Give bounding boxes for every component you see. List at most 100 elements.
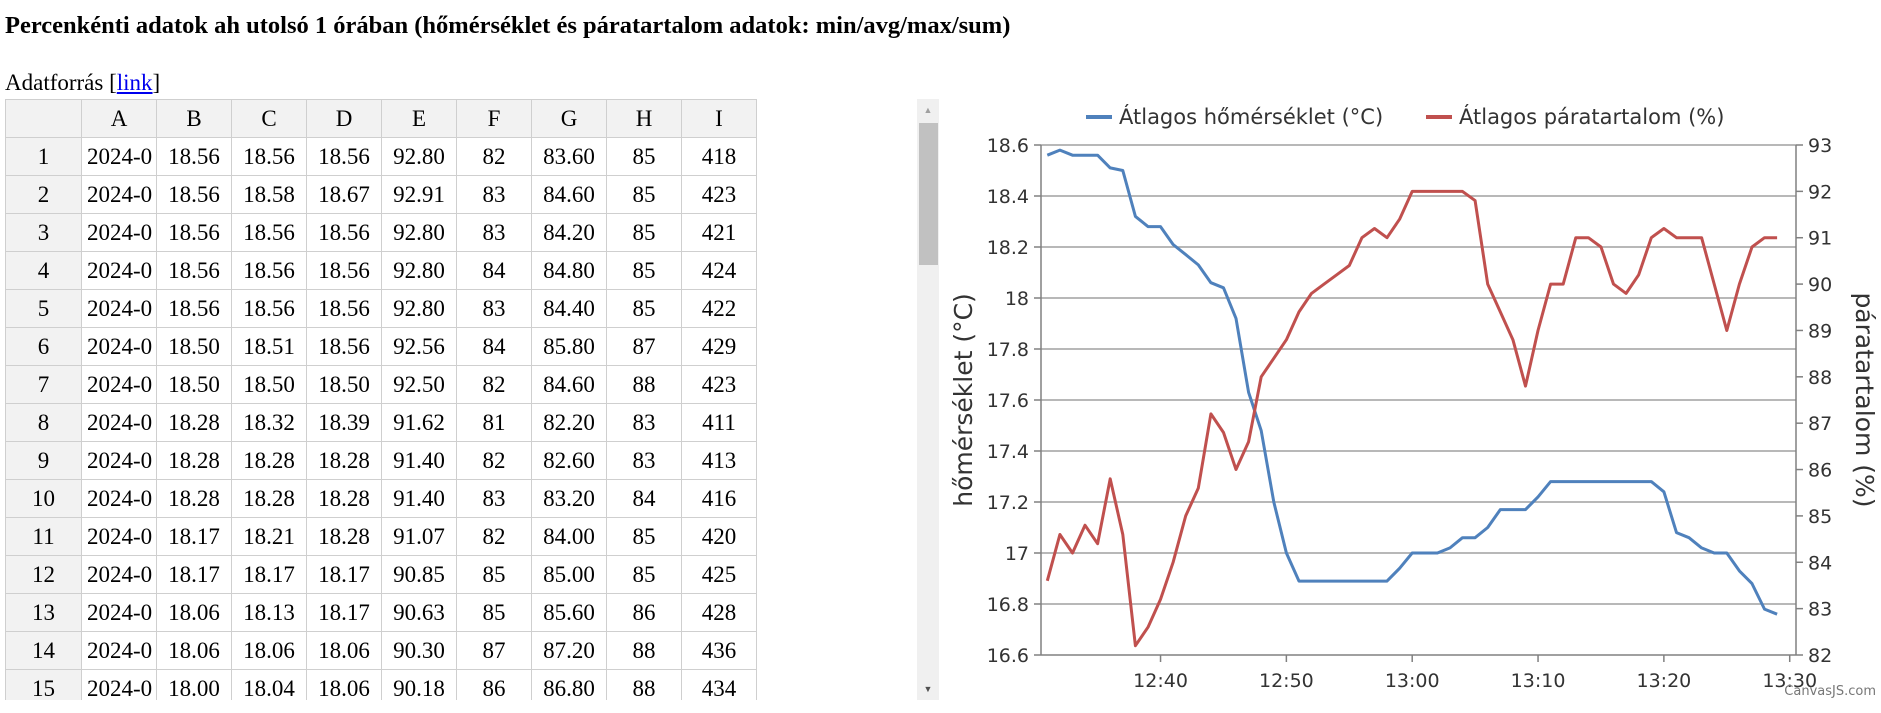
- table-cell[interactable]: 84.60: [531, 365, 607, 404]
- table-cell[interactable]: 18.56: [306, 289, 382, 328]
- column-header-e[interactable]: E: [381, 99, 457, 138]
- table-cell[interactable]: 83: [456, 289, 532, 328]
- table-scrollbar[interactable]: ▲ ▼: [917, 99, 939, 700]
- table-cell[interactable]: 18.50: [156, 365, 232, 404]
- table-cell[interactable]: 84.20: [531, 213, 607, 252]
- table-cell[interactable]: 92.80: [381, 289, 457, 328]
- table-cell[interactable]: 91.07: [381, 517, 457, 556]
- row-header-cell[interactable]: 8: [5, 403, 82, 442]
- table-cell[interactable]: 2024-0: [81, 327, 157, 366]
- table-cell[interactable]: 85: [606, 517, 682, 556]
- table-cell[interactable]: 416: [681, 479, 757, 518]
- table-cell[interactable]: 18.17: [156, 555, 232, 594]
- table-cell[interactable]: 18.56: [306, 137, 382, 176]
- table-cell[interactable]: 18.56: [156, 213, 232, 252]
- table-cell[interactable]: 18.28: [306, 517, 382, 556]
- table-cell[interactable]: 2024-0: [81, 441, 157, 480]
- table-cell[interactable]: 82: [456, 365, 532, 404]
- table-cell[interactable]: 434: [681, 669, 757, 700]
- table-cell[interactable]: 18.28: [306, 441, 382, 480]
- table-cell[interactable]: 83: [606, 403, 682, 442]
- scroll-thumb[interactable]: [919, 123, 938, 265]
- table-cell[interactable]: 18.56: [156, 289, 232, 328]
- table-cell[interactable]: 84.60: [531, 175, 607, 214]
- table-cell[interactable]: 18.17: [231, 555, 307, 594]
- table-cell[interactable]: 85.00: [531, 555, 607, 594]
- table-cell[interactable]: 18.00: [156, 669, 232, 700]
- column-header-f[interactable]: F: [456, 99, 532, 138]
- table-cell[interactable]: 90.18: [381, 669, 457, 700]
- table-cell[interactable]: 18.06: [231, 631, 307, 670]
- table-cell[interactable]: 87: [606, 327, 682, 366]
- table-cell[interactable]: 413: [681, 441, 757, 480]
- table-cell[interactable]: 418: [681, 137, 757, 176]
- column-header-h[interactable]: H: [606, 99, 682, 138]
- scroll-up-arrow-icon[interactable]: ▲: [923, 105, 933, 115]
- table-cell[interactable]: 18.56: [231, 251, 307, 290]
- column-header-b[interactable]: B: [156, 99, 232, 138]
- table-cell[interactable]: 2024-0: [81, 555, 157, 594]
- table-cell[interactable]: 2024-0: [81, 517, 157, 556]
- table-cell[interactable]: 85.60: [531, 593, 607, 632]
- table-cell[interactable]: 82.60: [531, 441, 607, 480]
- table-cell[interactable]: 420: [681, 517, 757, 556]
- table-cell[interactable]: 423: [681, 175, 757, 214]
- row-header-cell[interactable]: 2: [5, 175, 82, 214]
- table-cell[interactable]: 86.80: [531, 669, 607, 700]
- table-cell[interactable]: 18.56: [231, 289, 307, 328]
- table-cell[interactable]: 2024-0: [81, 251, 157, 290]
- table-cell[interactable]: 82: [456, 517, 532, 556]
- table-cell[interactable]: 2024-0: [81, 137, 157, 176]
- table-cell[interactable]: 18.04: [231, 669, 307, 700]
- table-cell[interactable]: 18.28: [306, 479, 382, 518]
- table-cell[interactable]: 436: [681, 631, 757, 670]
- table-cell[interactable]: 85: [606, 289, 682, 328]
- row-header-cell[interactable]: 3: [5, 213, 82, 252]
- table-cell[interactable]: 18.67: [306, 175, 382, 214]
- table-cell[interactable]: 18.39: [306, 403, 382, 442]
- table-cell[interactable]: 18.58: [231, 175, 307, 214]
- table-cell[interactable]: 428: [681, 593, 757, 632]
- table-cell[interactable]: 18.28: [231, 479, 307, 518]
- table-cell[interactable]: 85: [606, 137, 682, 176]
- column-header-i[interactable]: I: [681, 99, 757, 138]
- table-cell[interactable]: 92.80: [381, 251, 457, 290]
- row-header-cell[interactable]: 10: [5, 479, 82, 518]
- table-cell[interactable]: 18.28: [156, 403, 232, 442]
- table-cell[interactable]: 2024-0: [81, 175, 157, 214]
- table-cell[interactable]: 81: [456, 403, 532, 442]
- table-cell[interactable]: 2024-0: [81, 213, 157, 252]
- table-cell[interactable]: 18.28: [156, 479, 232, 518]
- table-cell[interactable]: 84: [456, 251, 532, 290]
- table-cell[interactable]: 90.63: [381, 593, 457, 632]
- table-cell[interactable]: 83: [606, 441, 682, 480]
- table-cell[interactable]: 2024-0: [81, 289, 157, 328]
- table-cell[interactable]: 86: [606, 593, 682, 632]
- table-cell[interactable]: 18.32: [231, 403, 307, 442]
- table-cell[interactable]: 18.06: [156, 593, 232, 632]
- corner-header-cell[interactable]: [5, 99, 82, 138]
- table-cell[interactable]: 18.56: [306, 327, 382, 366]
- table-cell[interactable]: 2024-0: [81, 669, 157, 700]
- row-header-cell[interactable]: 14: [5, 631, 82, 670]
- table-cell[interactable]: 84.80: [531, 251, 607, 290]
- table-cell[interactable]: 82: [456, 137, 532, 176]
- table-cell[interactable]: 85: [606, 555, 682, 594]
- scroll-down-arrow-icon[interactable]: ▼: [923, 684, 933, 694]
- table-cell[interactable]: 18.56: [231, 137, 307, 176]
- table-cell[interactable]: 90.30: [381, 631, 457, 670]
- table-cell[interactable]: 18.17: [156, 517, 232, 556]
- table-cell[interactable]: 422: [681, 289, 757, 328]
- table-cell[interactable]: 91.40: [381, 479, 457, 518]
- table-cell[interactable]: 18.51: [231, 327, 307, 366]
- table-cell[interactable]: 424: [681, 251, 757, 290]
- row-header-cell[interactable]: 12: [5, 555, 82, 594]
- row-header-cell[interactable]: 5: [5, 289, 82, 328]
- table-cell[interactable]: 421: [681, 213, 757, 252]
- table-cell[interactable]: 411: [681, 403, 757, 442]
- table-cell[interactable]: 18.56: [156, 251, 232, 290]
- table-cell[interactable]: 83: [456, 479, 532, 518]
- table-cell[interactable]: 18.17: [306, 593, 382, 632]
- table-cell[interactable]: 88: [606, 365, 682, 404]
- table-cell[interactable]: 87: [456, 631, 532, 670]
